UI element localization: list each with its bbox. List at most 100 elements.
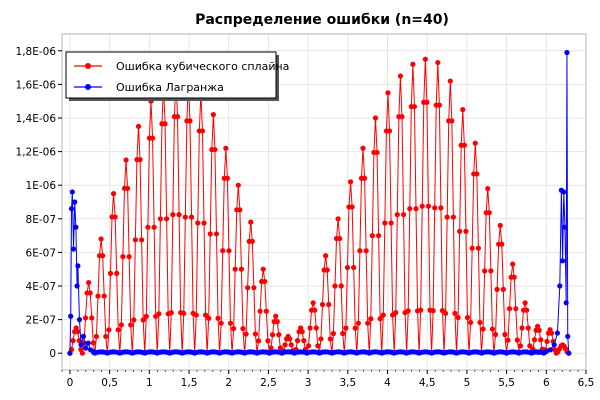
spline-point — [549, 330, 555, 336]
spline-point — [326, 301, 332, 308]
spline-point — [202, 312, 209, 318]
spline-point — [223, 145, 229, 151]
spline-point — [492, 331, 499, 338]
spline-point — [544, 338, 550, 345]
spline-point — [137, 157, 143, 163]
lagrange-point — [535, 349, 541, 355]
spline-point — [424, 99, 430, 105]
lagrange-point — [554, 330, 561, 336]
spline-point — [86, 280, 92, 286]
x-tick-label: 5 — [464, 377, 471, 389]
spline-point — [386, 128, 393, 134]
spline-point — [232, 266, 238, 272]
axes: 0 2E-07 4E-07 6E-07 8E-07 1E-06 1,2E-06 1,4E-06… — [16, 33, 594, 389]
spline-point — [243, 331, 249, 337]
spline-point — [143, 313, 149, 319]
spline-point — [489, 326, 496, 332]
spline-point — [411, 103, 418, 110]
y-tick-label: 0 — [49, 348, 56, 360]
spline-point — [436, 102, 442, 108]
spline-point — [310, 300, 316, 306]
spline-point — [480, 326, 486, 332]
spline-point — [488, 268, 494, 274]
spline-point — [363, 248, 369, 254]
spline-point — [438, 205, 444, 211]
spline-point — [525, 325, 531, 331]
spline-point — [457, 228, 463, 234]
lagrange-point — [543, 348, 549, 355]
spline-point — [210, 112, 216, 118]
spline-point — [352, 325, 358, 331]
spline-point — [485, 185, 491, 192]
spline-point — [193, 312, 199, 318]
legend-item-lagrange: Ошибка Лагранжа — [74, 81, 224, 94]
lagrange-point — [67, 350, 73, 356]
spline-point — [474, 171, 480, 177]
series-spline — [67, 56, 572, 356]
spline-point — [444, 214, 450, 220]
spline-point — [170, 212, 176, 218]
spline-point — [538, 337, 544, 343]
spline-point — [149, 135, 156, 141]
spline-point — [332, 283, 338, 289]
spline-point — [313, 325, 319, 331]
spline-point — [432, 205, 438, 211]
spline-point — [536, 327, 542, 333]
spline-point — [212, 146, 218, 153]
spline-point — [522, 300, 528, 306]
spline-point — [519, 325, 525, 331]
spline-point — [399, 114, 405, 120]
spline-point — [227, 320, 234, 326]
spline-point — [349, 204, 355, 210]
lagrange-point — [562, 224, 568, 230]
spline-point — [499, 241, 505, 247]
y-tick-label: 1,4E-06 — [16, 113, 57, 125]
spline-point — [376, 233, 382, 239]
spline-point — [114, 270, 120, 276]
spline-point — [107, 270, 114, 276]
lagrange-point — [75, 263, 81, 269]
lagrange-point — [69, 189, 75, 195]
x-tick-label: 1,5 — [181, 377, 198, 389]
spline-point — [140, 317, 146, 323]
chart-title: Распределение ошибки (n=40) — [195, 12, 449, 28]
spline-point — [513, 306, 519, 312]
lagrange-point — [559, 258, 566, 264]
spline-point — [506, 306, 513, 312]
lagrange-point — [565, 333, 571, 339]
spline-point — [276, 332, 282, 338]
legend-marker-spline — [85, 63, 91, 69]
spline-point — [410, 61, 416, 67]
spline-point — [288, 342, 294, 348]
lagrange-point — [74, 283, 80, 289]
spline-point — [188, 214, 195, 220]
spline-point — [151, 224, 157, 230]
spline-point — [257, 308, 263, 314]
legend-item-spline: Ошибка кубического сплайна — [74, 60, 289, 73]
legend: Ошибка кубического сплайна Ошибка Лагран… — [65, 51, 289, 101]
spline-point — [249, 238, 255, 244]
spline-point — [430, 308, 436, 314]
spline-point — [347, 179, 354, 185]
spline-point — [93, 333, 100, 340]
spline-point — [90, 340, 96, 346]
spline-point — [248, 219, 254, 225]
lagrange-point — [68, 206, 75, 212]
spline-point — [382, 220, 388, 226]
spline-point — [299, 329, 305, 335]
spline-point — [207, 231, 213, 237]
spline-point — [98, 236, 104, 242]
spline-point — [301, 338, 307, 344]
spline-point — [218, 320, 224, 326]
lagrange-point — [73, 224, 79, 230]
lagrange-point — [566, 350, 572, 356]
lagrange-point — [557, 283, 563, 289]
x-tick-label: 4 — [384, 377, 391, 389]
spline-point — [174, 114, 181, 120]
spline-point — [215, 315, 221, 321]
legend-label-lagrange: Ошибка Лагранжа — [116, 81, 224, 94]
x-tick-label: 1 — [146, 377, 153, 389]
y-tick-label: 4E-07 — [26, 281, 56, 293]
y-tick-label: 6E-07 — [26, 247, 56, 259]
